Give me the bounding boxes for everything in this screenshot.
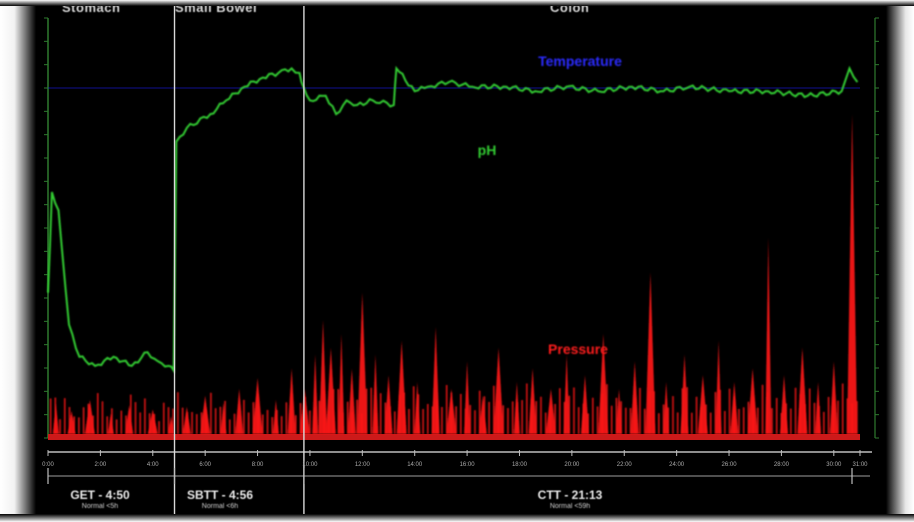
top-fade-edge (0, 0, 914, 6)
pressure-spike (815, 381, 822, 434)
x-tick-label: 14:00 (407, 462, 423, 468)
pressure-spike (357, 292, 368, 434)
x-tick-label: 2:00 (95, 462, 107, 468)
temperature-label: Temperature (538, 53, 622, 69)
x-tick-label: 6:00 (199, 462, 211, 468)
pressure-spike (645, 272, 656, 434)
ph-layer (47, 65, 859, 374)
ph-label: pH (478, 142, 497, 158)
right-fade-edge (886, 0, 914, 522)
x-tick-label: 8:00 (252, 462, 264, 468)
pressure-spike (847, 114, 858, 434)
x-tick-label: 4:00 (147, 462, 159, 468)
stomach-duration-label: GET - 4:50 (70, 488, 130, 502)
pressure-spike (347, 368, 356, 434)
pressure-spike (338, 333, 345, 434)
pressure-spike (765, 237, 772, 434)
pressure-spike (598, 333, 609, 434)
tick-layer: 0:00 2:00 4:00 6:00 8:00 10:00 12:00 14:00 16:00… (42, 450, 868, 468)
axes-layer (44, 17, 879, 477)
pressure-spike (107, 413, 114, 434)
pressure-label: Pressure (548, 341, 608, 357)
small-bowel-normal-note: Normal <6h (201, 503, 239, 510)
pressure-baseline (48, 434, 860, 440)
x-tick-label: 18:00 (512, 462, 528, 468)
colon-duration-label: CTT - 21:13 (537, 488, 603, 502)
pressure-spike (372, 354, 379, 434)
bottom-fade-edge (0, 514, 914, 522)
pressure-spike (200, 395, 211, 434)
pressure-spike (272, 399, 279, 434)
stomach-normal-note: Normal <5h (81, 503, 119, 510)
x-tick-label: 28:00 (774, 462, 790, 468)
x-tick-label: 12:00 (355, 462, 371, 468)
pressure-spike (312, 354, 319, 434)
pressure-spike (493, 347, 504, 434)
label-layer: Temperature pH Pressure (478, 53, 622, 357)
pressure-spike (528, 368, 537, 434)
ph-line (47, 65, 859, 374)
pressure-spike (797, 347, 808, 434)
x-tick-label: 10:00 (302, 462, 318, 468)
x-tick-label: 20:00 (564, 462, 580, 468)
x-tick-label: 30:00 (826, 462, 842, 468)
x-tick-label: 16:00 (460, 462, 476, 468)
left-fade-edge (0, 0, 36, 522)
pressure-layer (49, 114, 858, 434)
pressure-spike (325, 347, 336, 434)
pressure-spike (396, 340, 407, 434)
x-tick-label: 22:00 (617, 462, 633, 468)
colon-normal-note: Normal <59h (549, 503, 591, 510)
pressure-spike (829, 361, 838, 434)
x-tick-label: 24:00 (669, 462, 685, 468)
pressure-spike (319, 320, 328, 434)
x-tick-label: 0:00 (42, 462, 54, 468)
pressure-spike (414, 381, 421, 434)
x-tick-label: 26:00 (722, 462, 738, 468)
x-tick-label: 31:00 (852, 462, 868, 468)
pressure-spike (235, 388, 244, 434)
small-bowel-duration-label: SBTT - 4:56 (186, 488, 253, 502)
boundary-layer (47, 0, 853, 520)
